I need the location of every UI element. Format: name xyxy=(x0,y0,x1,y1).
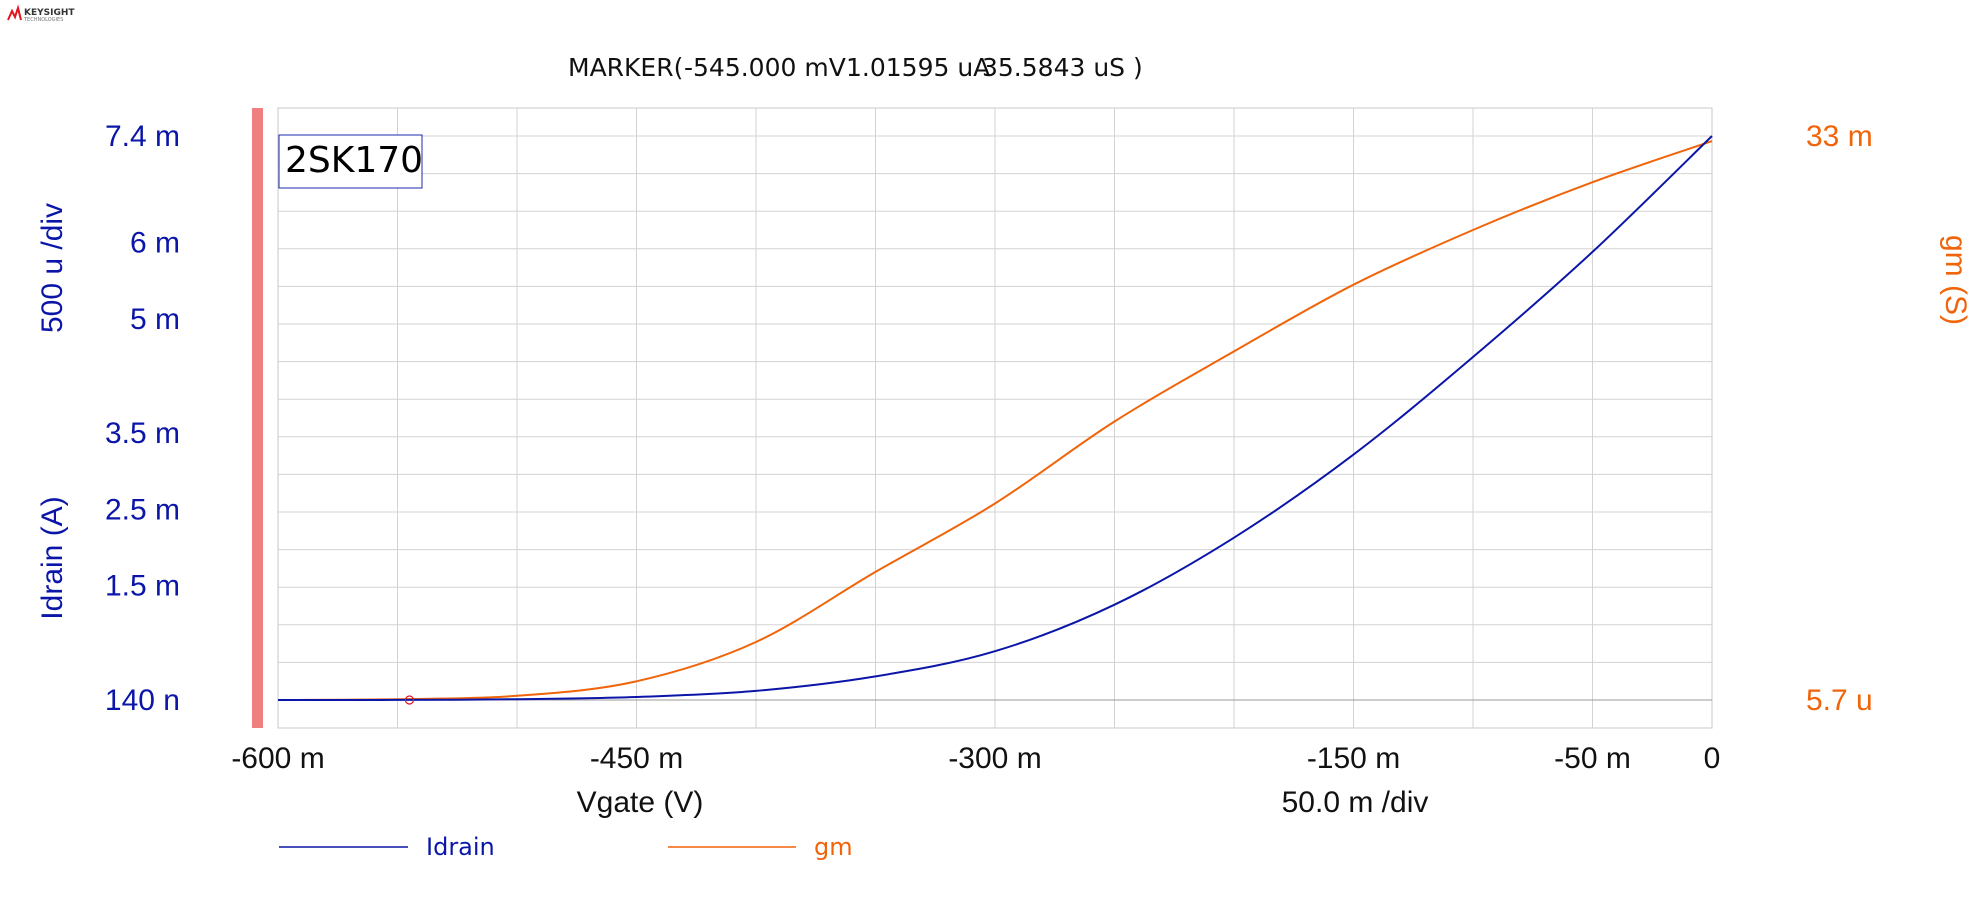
keysight-logo: KEYSIGHT TECHNOLOGIES xyxy=(7,4,75,23)
keysight-logo-icon xyxy=(7,4,22,21)
x-axis-division: 50.0 m /div xyxy=(1282,786,1429,819)
brand-name: KEYSIGHT xyxy=(24,8,75,18)
brand-sub: TECHNOLOGIES xyxy=(23,17,63,23)
marker-voltage: -545.000 mV xyxy=(684,53,846,82)
y-left-tick-label: 3.5 m xyxy=(105,417,180,450)
legend-label-idrain: Idrain xyxy=(426,833,495,861)
plot-title: 2SK170 xyxy=(285,140,423,181)
marker-point xyxy=(404,695,415,705)
marker-current: 1.01595 uA xyxy=(846,53,990,82)
x-tick-label: 0 xyxy=(1704,742,1721,775)
x-tick-label: -300 m xyxy=(948,742,1041,775)
series-line-idrain xyxy=(277,135,1713,702)
y-left-tick-label: 140 n xyxy=(105,684,180,717)
y-right-ticks: 33 m 5.7 u xyxy=(1806,120,1873,717)
y-right-tick-label: 33 m xyxy=(1806,120,1873,153)
x-axis-label: Vgate (V) xyxy=(577,786,704,819)
x-tick-label: -50 m xyxy=(1554,742,1631,775)
marker-transconductance: 35.5843 uS ) xyxy=(982,53,1143,82)
x-tick-label: -150 m xyxy=(1307,742,1400,775)
y-left-axis-label: Idrain (A) xyxy=(36,496,69,619)
y-left-ticks: 7.4 m 6 m 5 m 3.5 m 2.5 m 1.5 m 140 n xyxy=(105,120,180,717)
y-left-tick-label: 6 m xyxy=(130,227,180,260)
legend-label-gm: gm xyxy=(814,833,853,861)
series-line-gm xyxy=(277,140,1713,701)
x-tick-label: -600 m xyxy=(231,742,324,775)
legend: Idrain gm xyxy=(279,833,853,861)
grid xyxy=(278,108,1712,728)
y-right-axis-label: gm (S) xyxy=(1939,235,1972,325)
marker-label: MARKER( xyxy=(568,53,683,82)
plot-title-box: 2SK170 xyxy=(278,134,423,189)
y-left-tick-label: 1.5 m xyxy=(105,570,180,603)
y-left-tick-label: 2.5 m xyxy=(105,493,180,526)
y-left-tick-label: 5 m xyxy=(130,303,180,336)
y-left-tick-label: 7.4 m xyxy=(105,120,180,153)
x-ticks: -600 m -450 m -300 m -150 m -50 m 0 xyxy=(231,742,1720,775)
y-right-tick-label: 5.7 u xyxy=(1806,684,1873,717)
y-left-division: 500 u /div xyxy=(36,203,69,333)
marker-bar[interactable] xyxy=(252,108,263,728)
marker-readout: MARKER( -545.000 mV 1.01595 uA 35.5843 u… xyxy=(568,53,1143,82)
x-tick-label: -450 m xyxy=(590,742,683,775)
